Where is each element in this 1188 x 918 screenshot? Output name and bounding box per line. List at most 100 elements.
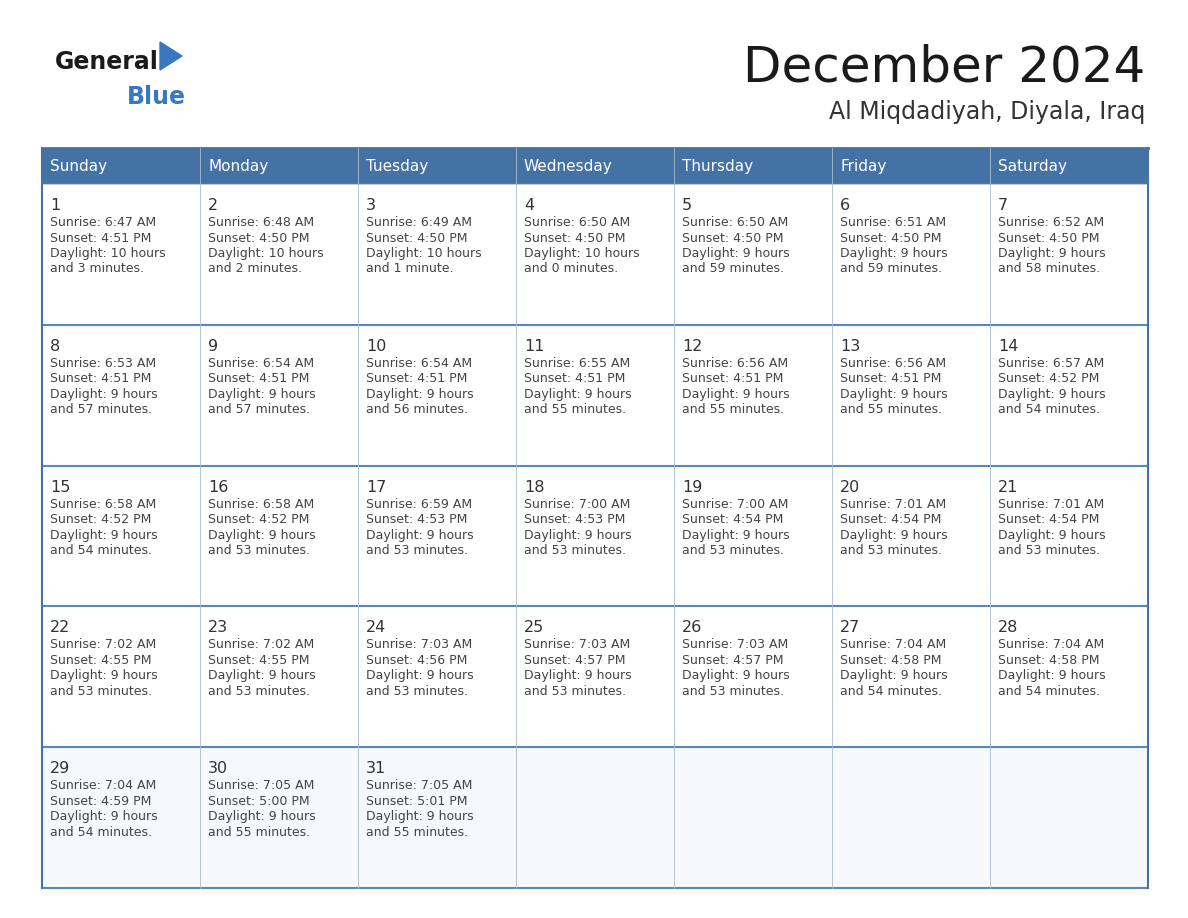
Text: Sunset: 4:54 PM: Sunset: 4:54 PM [998, 513, 1099, 526]
Text: 27: 27 [840, 621, 860, 635]
Text: Sunrise: 7:03 AM: Sunrise: 7:03 AM [524, 638, 631, 652]
Text: Sunset: 4:55 PM: Sunset: 4:55 PM [50, 654, 152, 666]
Text: and 53 minutes.: and 53 minutes. [50, 685, 152, 698]
Text: Sunset: 4:52 PM: Sunset: 4:52 PM [50, 513, 151, 526]
Text: Daylight: 9 hours: Daylight: 9 hours [840, 387, 948, 401]
Text: Sunrise: 7:01 AM: Sunrise: 7:01 AM [998, 498, 1105, 510]
Text: Daylight: 9 hours: Daylight: 9 hours [840, 529, 948, 542]
Text: 14: 14 [998, 339, 1018, 353]
Text: Daylight: 9 hours: Daylight: 9 hours [524, 387, 632, 401]
Bar [42, 184, 1148, 325]
Text: Sunset: 4:50 PM: Sunset: 4:50 PM [524, 231, 626, 244]
Text: 29: 29 [50, 761, 70, 777]
Text: Sunset: 4:51 PM: Sunset: 4:51 PM [208, 373, 309, 386]
Text: and 55 minutes.: and 55 minutes. [840, 403, 942, 416]
Text: Sunrise: 7:03 AM: Sunrise: 7:03 AM [366, 638, 473, 652]
Text: and 0 minutes.: and 0 minutes. [524, 263, 618, 275]
Text: 1: 1 [50, 198, 61, 213]
Text: 11: 11 [524, 339, 544, 353]
Text: Daylight: 9 hours: Daylight: 9 hours [998, 529, 1106, 542]
Text: 5: 5 [682, 198, 693, 213]
Text: 13: 13 [840, 339, 860, 353]
Text: Sunset: 4:51 PM: Sunset: 4:51 PM [682, 373, 783, 386]
Text: Daylight: 9 hours: Daylight: 9 hours [50, 669, 158, 682]
Text: and 53 minutes.: and 53 minutes. [366, 544, 468, 557]
Text: and 53 minutes.: and 53 minutes. [366, 685, 468, 698]
Text: and 53 minutes.: and 53 minutes. [524, 544, 626, 557]
Text: and 54 minutes.: and 54 minutes. [50, 544, 152, 557]
Text: Sunset: 4:54 PM: Sunset: 4:54 PM [840, 513, 941, 526]
Text: Sunrise: 6:51 AM: Sunrise: 6:51 AM [840, 216, 946, 229]
Text: 23: 23 [208, 621, 228, 635]
Bar [42, 465, 1148, 607]
Text: Sunrise: 7:04 AM: Sunrise: 7:04 AM [50, 779, 157, 792]
Text: Al Miqdadiyah, Diyala, Iraq: Al Miqdadiyah, Diyala, Iraq [828, 100, 1145, 124]
Text: and 54 minutes.: and 54 minutes. [840, 685, 942, 698]
Text: Thursday: Thursday [682, 160, 753, 174]
Text: Sunrise: 6:52 AM: Sunrise: 6:52 AM [998, 216, 1104, 229]
Text: 18: 18 [524, 479, 544, 495]
Text: Sunset: 4:58 PM: Sunset: 4:58 PM [840, 654, 942, 666]
Text: Sunrise: 6:58 AM: Sunrise: 6:58 AM [208, 498, 315, 510]
Text: Daylight: 9 hours: Daylight: 9 hours [840, 247, 948, 260]
Text: Sunrise: 7:04 AM: Sunrise: 7:04 AM [840, 638, 947, 652]
Text: Sunrise: 6:55 AM: Sunrise: 6:55 AM [524, 357, 631, 370]
Text: and 53 minutes.: and 53 minutes. [208, 685, 310, 698]
Text: Sunrise: 6:59 AM: Sunrise: 6:59 AM [366, 498, 472, 510]
Text: 4: 4 [524, 198, 535, 213]
Text: 26: 26 [682, 621, 702, 635]
Text: Sunrise: 6:50 AM: Sunrise: 6:50 AM [682, 216, 789, 229]
Text: and 54 minutes.: and 54 minutes. [998, 403, 1100, 416]
Text: 9: 9 [208, 339, 219, 353]
Text: and 53 minutes.: and 53 minutes. [998, 544, 1100, 557]
Text: Sunrise: 7:00 AM: Sunrise: 7:00 AM [682, 498, 789, 510]
Text: Sunrise: 7:00 AM: Sunrise: 7:00 AM [524, 498, 631, 510]
Text: Sunset: 4:55 PM: Sunset: 4:55 PM [208, 654, 310, 666]
Text: Daylight: 9 hours: Daylight: 9 hours [366, 529, 474, 542]
Text: Sunrise: 6:54 AM: Sunrise: 6:54 AM [208, 357, 314, 370]
Text: Monday: Monday [208, 160, 268, 174]
Text: Sunrise: 7:03 AM: Sunrise: 7:03 AM [682, 638, 789, 652]
Text: Daylight: 10 hours: Daylight: 10 hours [524, 247, 639, 260]
Text: 25: 25 [524, 621, 544, 635]
Text: and 55 minutes.: and 55 minutes. [682, 403, 784, 416]
Text: Sunset: 4:50 PM: Sunset: 4:50 PM [208, 231, 310, 244]
Text: Daylight: 9 hours: Daylight: 9 hours [366, 811, 474, 823]
Text: Sunrise: 6:56 AM: Sunrise: 6:56 AM [840, 357, 946, 370]
Text: Sunset: 4:57 PM: Sunset: 4:57 PM [682, 654, 784, 666]
Text: Sunset: 4:52 PM: Sunset: 4:52 PM [998, 373, 1099, 386]
Text: Sunrise: 7:05 AM: Sunrise: 7:05 AM [366, 779, 473, 792]
Text: Sunset: 4:51 PM: Sunset: 4:51 PM [50, 373, 151, 386]
Text: Daylight: 9 hours: Daylight: 9 hours [208, 529, 316, 542]
Text: Tuesday: Tuesday [366, 160, 428, 174]
Text: Sunset: 4:50 PM: Sunset: 4:50 PM [840, 231, 942, 244]
Text: Daylight: 10 hours: Daylight: 10 hours [366, 247, 481, 260]
Bar [42, 607, 1148, 747]
Text: Blue: Blue [127, 85, 187, 109]
Text: Wednesday: Wednesday [524, 160, 613, 174]
Bar [42, 747, 1148, 888]
Text: Sunrise: 6:53 AM: Sunrise: 6:53 AM [50, 357, 156, 370]
Text: Sunset: 4:57 PM: Sunset: 4:57 PM [524, 654, 626, 666]
Text: Daylight: 9 hours: Daylight: 9 hours [208, 669, 316, 682]
Text: and 59 minutes.: and 59 minutes. [840, 263, 942, 275]
Text: Sunset: 4:54 PM: Sunset: 4:54 PM [682, 513, 783, 526]
Text: 3: 3 [366, 198, 375, 213]
Text: Daylight: 9 hours: Daylight: 9 hours [682, 529, 790, 542]
Text: Sunset: 4:51 PM: Sunset: 4:51 PM [840, 373, 941, 386]
Text: 20: 20 [840, 479, 860, 495]
Text: Sunrise: 7:04 AM: Sunrise: 7:04 AM [998, 638, 1105, 652]
Text: Sunrise: 7:02 AM: Sunrise: 7:02 AM [208, 638, 315, 652]
Text: Sunset: 4:51 PM: Sunset: 4:51 PM [50, 231, 151, 244]
Text: Sunrise: 6:48 AM: Sunrise: 6:48 AM [208, 216, 314, 229]
Text: Sunrise: 6:54 AM: Sunrise: 6:54 AM [366, 357, 472, 370]
Text: Daylight: 10 hours: Daylight: 10 hours [50, 247, 165, 260]
Text: and 54 minutes.: and 54 minutes. [998, 685, 1100, 698]
Text: Daylight: 9 hours: Daylight: 9 hours [366, 387, 474, 401]
Text: Sunrise: 6:50 AM: Sunrise: 6:50 AM [524, 216, 631, 229]
Text: Daylight: 9 hours: Daylight: 9 hours [208, 387, 316, 401]
Text: Daylight: 9 hours: Daylight: 9 hours [998, 669, 1106, 682]
Text: and 2 minutes.: and 2 minutes. [208, 263, 302, 275]
Text: and 53 minutes.: and 53 minutes. [524, 685, 626, 698]
Text: Sunset: 4:51 PM: Sunset: 4:51 PM [366, 373, 467, 386]
